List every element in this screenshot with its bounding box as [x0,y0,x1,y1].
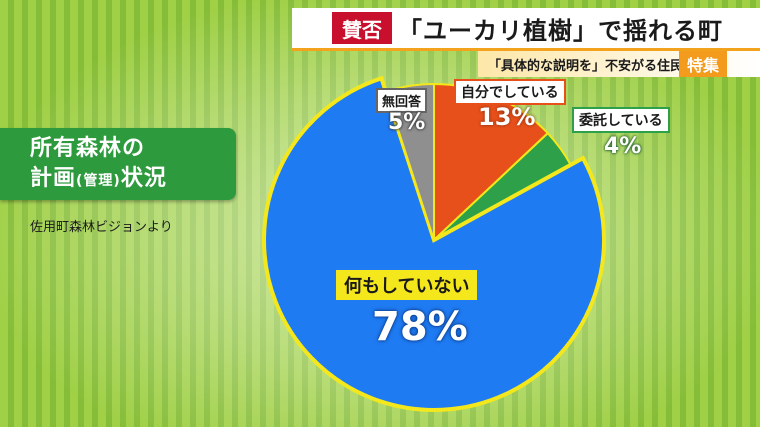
slice-value-entrusted: 4% [604,134,642,159]
chart-title-box: 所有森林の 計画(管理)状況 [0,128,236,200]
feature-tag: 特集 [679,51,727,77]
header-badge: 賛否 [332,12,392,44]
slice-label-self: 自分でしている [454,79,566,105]
chart-title-part2: (管理) [76,173,121,189]
slice-value-self: 13% [478,103,536,131]
slice-label-entrusted: 委託している [572,107,670,133]
chart-title-line2: 計画(管理)状況 [30,164,236,196]
source-note: 佐用町森林ビジョンより [30,220,173,235]
chart-title-part1: 計画 [30,166,77,191]
chart-title-part3: 状況 [120,166,167,191]
slice-value-no-answer: 5% [388,110,426,135]
slice-label-no-answer: 無回答 [376,88,428,113]
slice-label-nothing: 何もしていない [336,270,478,300]
chart-title-line1: 所有森林の [30,136,146,161]
slice-value-nothing: 78% [372,304,468,350]
slice-nothing [262,75,606,412]
header-title: 「ユーカリ植樹」で揺れる町 [398,16,723,45]
